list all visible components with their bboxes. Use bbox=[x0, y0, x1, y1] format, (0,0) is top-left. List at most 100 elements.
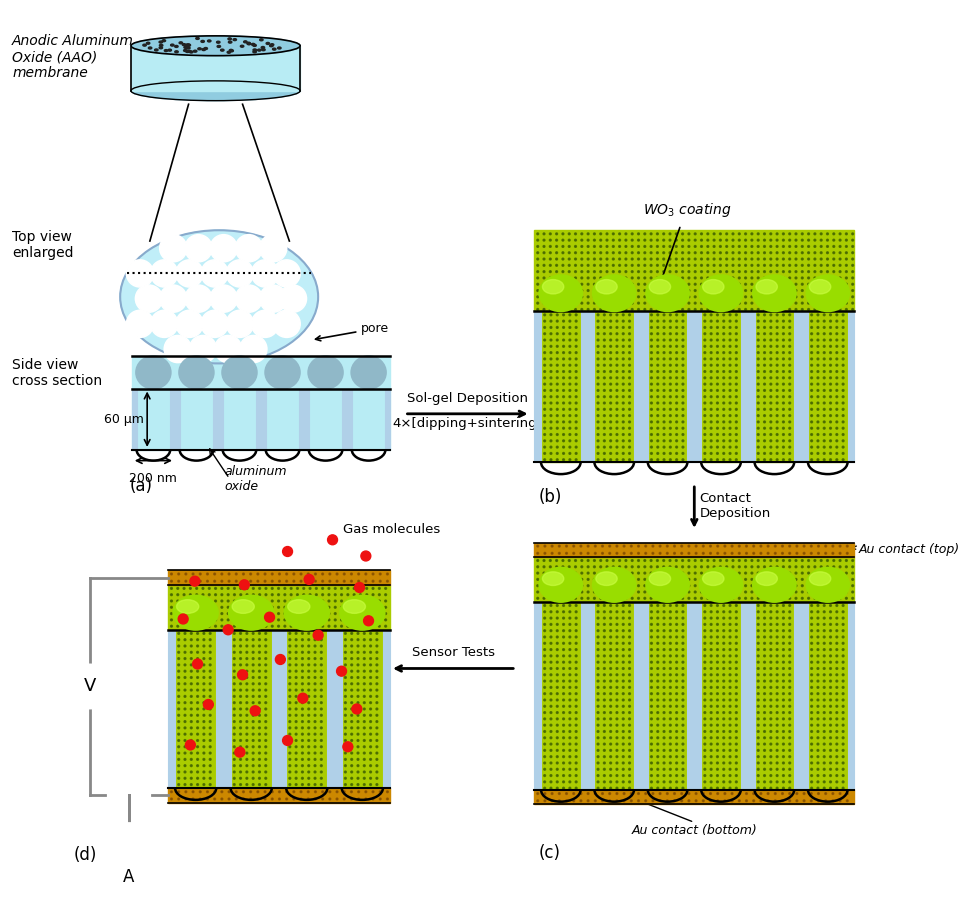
Ellipse shape bbox=[376, 651, 378, 653]
Ellipse shape bbox=[735, 604, 737, 606]
Ellipse shape bbox=[829, 775, 831, 776]
Ellipse shape bbox=[562, 284, 564, 285]
Ellipse shape bbox=[682, 326, 684, 328]
Ellipse shape bbox=[802, 597, 804, 599]
Ellipse shape bbox=[710, 604, 712, 606]
Ellipse shape bbox=[716, 390, 718, 391]
Ellipse shape bbox=[581, 560, 583, 562]
Ellipse shape bbox=[777, 661, 778, 663]
Ellipse shape bbox=[208, 625, 210, 627]
Bar bbox=[534, 790, 854, 805]
Ellipse shape bbox=[629, 787, 631, 789]
Ellipse shape bbox=[770, 611, 772, 612]
Ellipse shape bbox=[622, 383, 624, 385]
Ellipse shape bbox=[543, 584, 545, 586]
Ellipse shape bbox=[370, 746, 372, 747]
Ellipse shape bbox=[713, 258, 715, 260]
Ellipse shape bbox=[610, 364, 612, 366]
Ellipse shape bbox=[550, 390, 552, 391]
Ellipse shape bbox=[203, 689, 204, 691]
Ellipse shape bbox=[660, 793, 661, 795]
Ellipse shape bbox=[825, 553, 827, 554]
Ellipse shape bbox=[719, 277, 721, 279]
Ellipse shape bbox=[745, 265, 747, 266]
Ellipse shape bbox=[309, 593, 311, 595]
Ellipse shape bbox=[663, 655, 665, 657]
Ellipse shape bbox=[682, 630, 684, 631]
Ellipse shape bbox=[789, 584, 791, 586]
Ellipse shape bbox=[802, 271, 804, 273]
Ellipse shape bbox=[616, 636, 618, 638]
Ellipse shape bbox=[610, 724, 612, 726]
Ellipse shape bbox=[563, 630, 564, 631]
Ellipse shape bbox=[221, 798, 223, 800]
Ellipse shape bbox=[622, 642, 624, 644]
Ellipse shape bbox=[723, 358, 725, 360]
Ellipse shape bbox=[842, 768, 844, 770]
Ellipse shape bbox=[616, 743, 618, 745]
Ellipse shape bbox=[735, 415, 737, 417]
Ellipse shape bbox=[663, 339, 665, 341]
Ellipse shape bbox=[836, 364, 838, 366]
Ellipse shape bbox=[184, 683, 186, 685]
Ellipse shape bbox=[824, 440, 826, 442]
Ellipse shape bbox=[817, 326, 819, 328]
Ellipse shape bbox=[616, 762, 618, 764]
Ellipse shape bbox=[284, 593, 286, 595]
Ellipse shape bbox=[370, 702, 372, 704]
Ellipse shape bbox=[600, 246, 602, 247]
Ellipse shape bbox=[716, 718, 718, 719]
Ellipse shape bbox=[846, 584, 848, 586]
Ellipse shape bbox=[178, 771, 180, 773]
Ellipse shape bbox=[209, 639, 211, 641]
Ellipse shape bbox=[562, 265, 564, 266]
Ellipse shape bbox=[203, 664, 204, 666]
Ellipse shape bbox=[604, 415, 605, 417]
Ellipse shape bbox=[629, 718, 631, 719]
Ellipse shape bbox=[651, 712, 653, 714]
Ellipse shape bbox=[842, 756, 844, 757]
Ellipse shape bbox=[651, 674, 653, 676]
Ellipse shape bbox=[202, 311, 228, 337]
Ellipse shape bbox=[597, 730, 599, 732]
Ellipse shape bbox=[612, 597, 614, 599]
Ellipse shape bbox=[209, 702, 211, 704]
Ellipse shape bbox=[308, 777, 310, 779]
Ellipse shape bbox=[770, 584, 772, 586]
Ellipse shape bbox=[836, 699, 838, 701]
Ellipse shape bbox=[836, 630, 838, 631]
Ellipse shape bbox=[782, 314, 784, 315]
Ellipse shape bbox=[795, 252, 797, 254]
Ellipse shape bbox=[629, 706, 631, 708]
Ellipse shape bbox=[704, 320, 706, 322]
Ellipse shape bbox=[563, 611, 564, 612]
Ellipse shape bbox=[203, 746, 204, 747]
Ellipse shape bbox=[557, 314, 558, 315]
Ellipse shape bbox=[662, 246, 664, 247]
Ellipse shape bbox=[842, 630, 844, 631]
Ellipse shape bbox=[657, 415, 659, 417]
Ellipse shape bbox=[814, 597, 816, 599]
Ellipse shape bbox=[723, 762, 725, 764]
Ellipse shape bbox=[757, 597, 759, 599]
Ellipse shape bbox=[814, 239, 816, 241]
Ellipse shape bbox=[278, 573, 280, 575]
Ellipse shape bbox=[651, 452, 653, 454]
Ellipse shape bbox=[836, 680, 838, 682]
Ellipse shape bbox=[549, 233, 551, 235]
Ellipse shape bbox=[704, 680, 706, 682]
Ellipse shape bbox=[650, 290, 652, 292]
Ellipse shape bbox=[723, 674, 725, 676]
Ellipse shape bbox=[719, 309, 721, 311]
Ellipse shape bbox=[385, 593, 387, 595]
Ellipse shape bbox=[829, 787, 831, 789]
Ellipse shape bbox=[701, 239, 703, 241]
Ellipse shape bbox=[651, 630, 653, 631]
Ellipse shape bbox=[770, 712, 772, 714]
Ellipse shape bbox=[178, 739, 180, 741]
Ellipse shape bbox=[842, 377, 844, 379]
Ellipse shape bbox=[829, 333, 831, 334]
Ellipse shape bbox=[824, 768, 826, 770]
Ellipse shape bbox=[597, 604, 599, 606]
Ellipse shape bbox=[597, 655, 599, 657]
